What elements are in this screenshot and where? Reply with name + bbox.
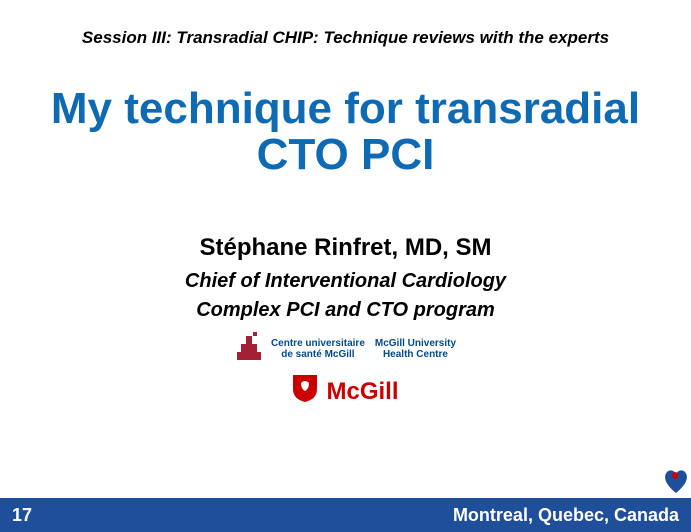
- title: My technique for transradial CTO PCI: [0, 86, 691, 178]
- muhc-building-icon: [235, 332, 263, 367]
- author-role: Chief of Interventional Cardiology: [0, 270, 691, 293]
- footer-left: 17: [12, 505, 32, 526]
- muhc-logo: Centre universitaire de santé McGill McG…: [235, 332, 456, 367]
- title-line-2: CTO PCI: [0, 132, 691, 178]
- muhc-text: Centre universitaire de santé McGill McG…: [271, 339, 456, 360]
- muhc-en-line2: Health Centre: [375, 350, 456, 361]
- author-block: Stéphane Rinfret, MD, SM Chief of Interv…: [0, 234, 691, 410]
- title-line-1: My technique for transradial: [0, 86, 691, 132]
- mcgill-logo: McGill: [0, 373, 691, 410]
- footer-right: Montreal, Quebec, Canada: [453, 505, 679, 526]
- footer: 17 Montreal, Quebec, Canada: [0, 498, 691, 532]
- muhc-fr: Centre universitaire de santé McGill: [271, 339, 365, 360]
- heart-icon: [661, 466, 691, 496]
- muhc-fr-line2: de santé McGill: [271, 350, 365, 361]
- mcgill-label: McGill: [326, 378, 398, 406]
- slide: Session III: Transradial CHIP: Technique…: [0, 0, 691, 532]
- muhc-logo-row: Centre universitaire de santé McGill McG…: [0, 332, 691, 367]
- muhc-en: McGill University Health Centre: [375, 339, 456, 360]
- author-name: Stéphane Rinfret, MD, SM: [0, 234, 691, 262]
- session-label: Session III: Transradial CHIP: Technique…: [0, 0, 691, 48]
- program-label: Complex PCI and CTO program: [0, 299, 691, 322]
- mcgill-shield-icon: [292, 373, 318, 410]
